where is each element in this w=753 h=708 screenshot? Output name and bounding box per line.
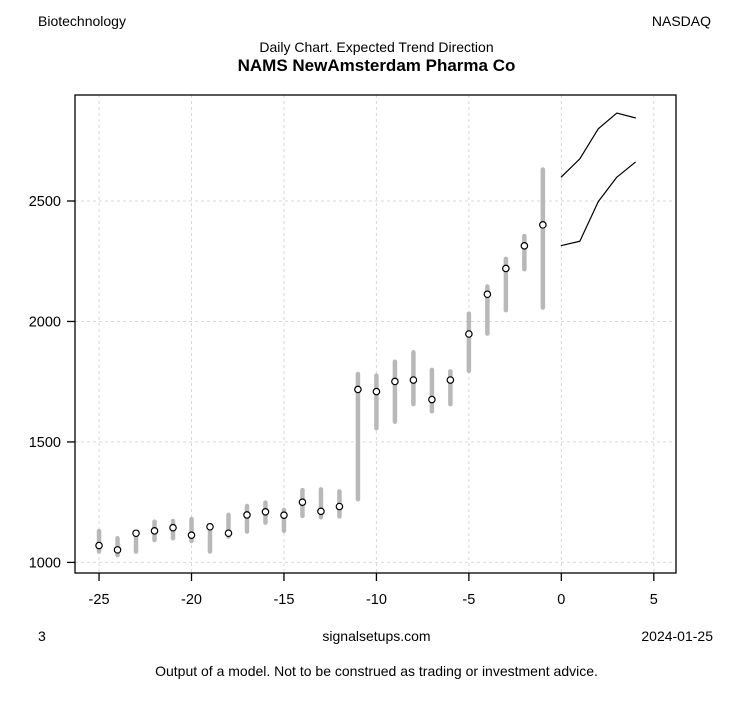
y-axis: 1000 1500 2000 2500 [29, 194, 75, 571]
price-point-marker [187, 531, 196, 539]
price-point-marker [520, 242, 529, 250]
disclaimer-text: Output of a model. Not to be construed a… [155, 663, 598, 679]
price-point-marker [483, 290, 492, 299]
chart-title: NAMS NewAmsterdam Pharma Co [237, 56, 516, 75]
price-point-marker [391, 377, 399, 386]
price-point-marker [95, 541, 103, 550]
range-bars [96, 167, 546, 558]
price-point-marker [206, 522, 214, 531]
x-axis-tick-label: 5 [650, 592, 658, 608]
x-axis-tick-label: -25 [89, 592, 110, 608]
y-axis-tick-label: 2500 [29, 194, 61, 210]
x-axis-tick-label: -5 [462, 592, 475, 608]
forecast-lower-line [560, 161, 636, 247]
price-point-marker [132, 529, 140, 538]
x-axis-tick-label: -10 [366, 592, 387, 608]
price-point-marker [224, 529, 233, 538]
price-point-marker [446, 376, 455, 384]
price-point-marker [428, 395, 436, 404]
page-number: 3 [38, 628, 46, 644]
grid [75, 95, 676, 573]
price-point-marker [243, 511, 251, 519]
y-axis-tick-label: 1500 [29, 435, 61, 451]
forecast-upper-line [560, 112, 636, 178]
price-point-marker [261, 508, 270, 516]
chart-subtitle: Daily Chart. Expected Trend Direction [259, 39, 494, 55]
price-point-marker [409, 376, 418, 384]
price-point-marker [335, 502, 344, 511]
x-axis-tick-label: -15 [273, 592, 294, 608]
price-point-marker [169, 523, 177, 532]
y-axis-tick-label: 1000 [29, 555, 61, 571]
price-point-marker [113, 546, 122, 554]
price-point-marker [465, 330, 473, 338]
website-label: signalsetups.com [322, 628, 431, 644]
x-axis-tick-label: 0 [557, 592, 565, 608]
price-point-marker [150, 527, 159, 535]
y-axis-tick-label: 2000 [29, 314, 61, 330]
price-point-marker [502, 264, 510, 273]
date-label: 2024-01-25 [641, 628, 713, 644]
price-markers [95, 221, 547, 554]
price-point-marker [298, 498, 307, 506]
price-point-marker [539, 221, 547, 229]
sector-label: Biotechnology [38, 13, 126, 29]
price-point-marker [280, 511, 288, 519]
exchange-label: NASDAQ [651, 13, 711, 29]
x-axis: -25 -20 -15 -10 -5 0 5 [89, 573, 658, 608]
x-axis-tick-label: -20 [181, 592, 202, 608]
price-point-marker [354, 385, 362, 394]
price-point-marker [372, 387, 381, 396]
plot-frame [74, 94, 677, 574]
price-point-marker [317, 507, 325, 516]
